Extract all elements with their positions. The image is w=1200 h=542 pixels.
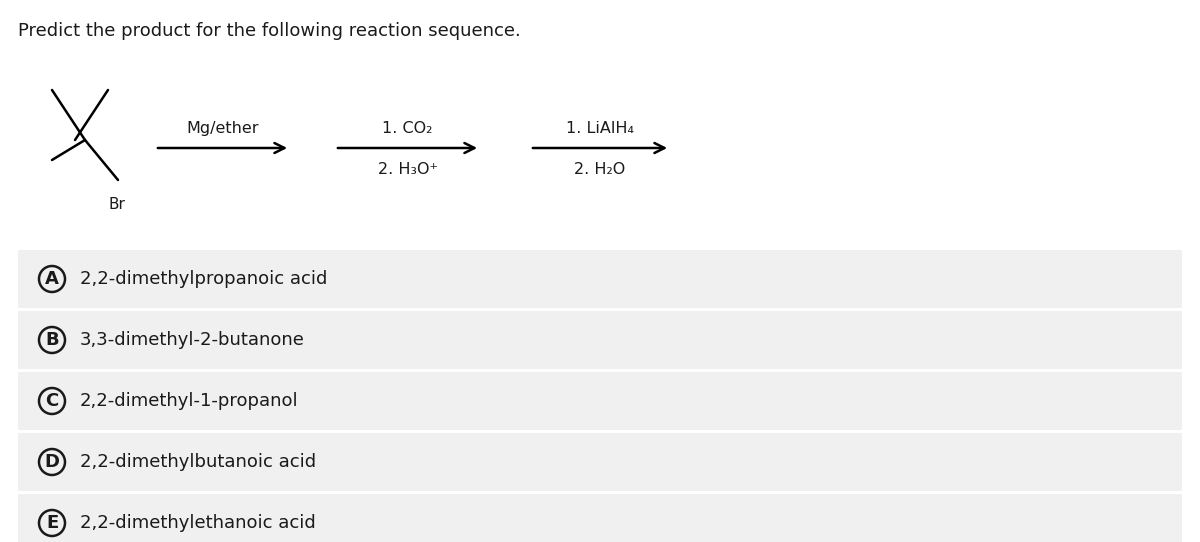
Bar [18,433,1182,491]
Text: E: E [46,514,58,532]
Bar [18,250,1182,308]
Text: 2,2-dimethylbutanoic acid: 2,2-dimethylbutanoic acid [80,453,316,471]
Text: B: B [46,331,59,349]
Text: D: D [44,453,60,471]
Text: 2. H₂O: 2. H₂O [575,162,625,177]
Text: 1. LiAlH₄: 1. LiAlH₄ [566,121,634,136]
Bar [18,494,1182,542]
Text: A: A [46,270,59,288]
Text: C: C [46,392,59,410]
Text: 3,3-dimethyl-2-butanone: 3,3-dimethyl-2-butanone [80,331,305,349]
Text: Mg/ether: Mg/ether [186,121,259,136]
Text: 1. CO₂: 1. CO₂ [383,121,433,136]
Text: 2,2-dimethyl-1-propanol: 2,2-dimethyl-1-propanol [80,392,299,410]
Bar [18,311,1182,369]
Text: Predict the product for the following reaction sequence.: Predict the product for the following re… [18,22,521,40]
Bar [18,372,1182,430]
Text: 2,2-dimethylethanoic acid: 2,2-dimethylethanoic acid [80,514,316,532]
Text: 2,2-dimethylpropanoic acid: 2,2-dimethylpropanoic acid [80,270,328,288]
Text: 2. H₃O⁺: 2. H₃O⁺ [378,162,438,177]
Text: Br: Br [108,197,125,212]
